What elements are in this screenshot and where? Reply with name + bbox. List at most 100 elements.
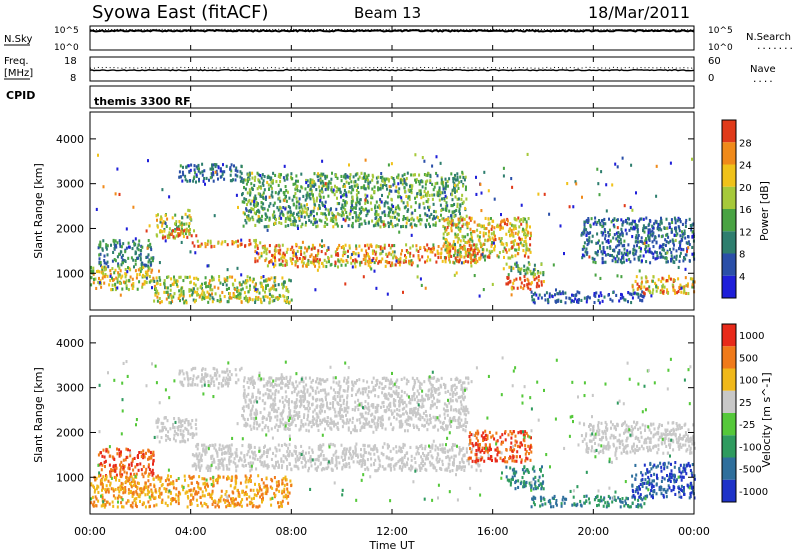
data-cell (464, 240, 467, 244)
data-cell (290, 212, 292, 216)
data-cell (254, 245, 257, 249)
data-cell (533, 301, 536, 305)
data-cell (101, 267, 104, 271)
data-cell (366, 243, 369, 247)
data-cell (204, 367, 207, 371)
data-cell (390, 222, 393, 226)
data-cell (359, 217, 362, 221)
data-cell (434, 466, 437, 470)
data-cell (630, 222, 633, 226)
data-cell (255, 296, 258, 300)
data-cell (340, 263, 343, 267)
data-cell (598, 301, 601, 305)
data-cell (359, 391, 362, 395)
data-cell (137, 268, 140, 272)
data-cell (349, 209, 352, 213)
data-cell (641, 299, 644, 303)
data-cell (344, 184, 347, 188)
data-cell (328, 443, 330, 447)
data-cell (261, 399, 264, 403)
data-cell (227, 449, 230, 453)
data-cell (121, 274, 124, 278)
data-cell (586, 243, 589, 247)
data-cell (145, 281, 148, 285)
data-cell (406, 171, 409, 175)
data-cell (241, 200, 244, 204)
data-cell (583, 225, 586, 229)
data-cell (643, 230, 646, 234)
data-cell (592, 260, 595, 264)
data-cell (90, 283, 93, 287)
data-cell (284, 219, 287, 223)
data-cell (116, 241, 119, 245)
data-cell (150, 248, 153, 252)
data-cell (127, 266, 129, 270)
data-cell (308, 192, 311, 196)
data-cell (619, 296, 622, 300)
data-cell (323, 467, 326, 471)
data-cell (459, 251, 462, 255)
data-cell (583, 230, 586, 234)
data-cell (184, 178, 187, 182)
data-cell (636, 225, 639, 229)
data-cell (324, 216, 327, 220)
data-cell (347, 249, 349, 253)
data-cell (425, 199, 428, 203)
data-cell (691, 223, 694, 227)
data-cell (377, 223, 380, 227)
data-cell (538, 284, 540, 288)
data-cell (262, 295, 265, 299)
data-cell (438, 194, 441, 198)
data-cell (191, 289, 194, 293)
data-cell (513, 278, 516, 282)
data-cell (647, 228, 650, 232)
data-cell (523, 284, 526, 288)
data-cell (278, 172, 281, 176)
data-cell (189, 168, 192, 172)
data-cell (446, 179, 449, 183)
data-cell (332, 388, 335, 392)
data-cell (314, 259, 317, 263)
data-cell (662, 255, 665, 259)
data-cell (179, 421, 182, 425)
data-cell (147, 465, 150, 469)
data-cell (476, 462, 479, 466)
data-cell (279, 188, 282, 192)
data-cell (132, 239, 135, 243)
data-cell (423, 462, 426, 466)
data-cell (462, 184, 464, 188)
data-cell (391, 261, 394, 265)
data-cell (129, 275, 132, 279)
data-cell (540, 283, 543, 287)
data-cell (164, 221, 167, 225)
data-cell (254, 194, 257, 198)
data-cell (324, 176, 327, 180)
data-cell (435, 260, 438, 264)
data-cell (234, 288, 237, 292)
data-cell (137, 248, 140, 252)
data-cell (597, 182, 600, 186)
data-cell (281, 255, 284, 259)
data-cell (317, 444, 320, 448)
data-cell (529, 250, 532, 254)
data-cell (363, 253, 366, 257)
data-cell (668, 276, 671, 280)
data-cell (148, 449, 151, 453)
data-cell (313, 214, 315, 218)
data-cell (190, 368, 193, 372)
data-cell (444, 230, 447, 234)
data-cell (306, 179, 309, 183)
data-cell (532, 293, 535, 297)
data-cell (424, 409, 427, 413)
data-cell (438, 457, 441, 461)
data-cell (405, 194, 408, 198)
data-cell (575, 182, 578, 186)
data-cell (239, 292, 242, 296)
data-cell (637, 234, 640, 238)
data-cell (178, 295, 181, 299)
data-cell (372, 175, 375, 179)
data-cell (212, 179, 215, 183)
nave-legend: .... (752, 75, 774, 85)
data-cell (148, 280, 151, 284)
